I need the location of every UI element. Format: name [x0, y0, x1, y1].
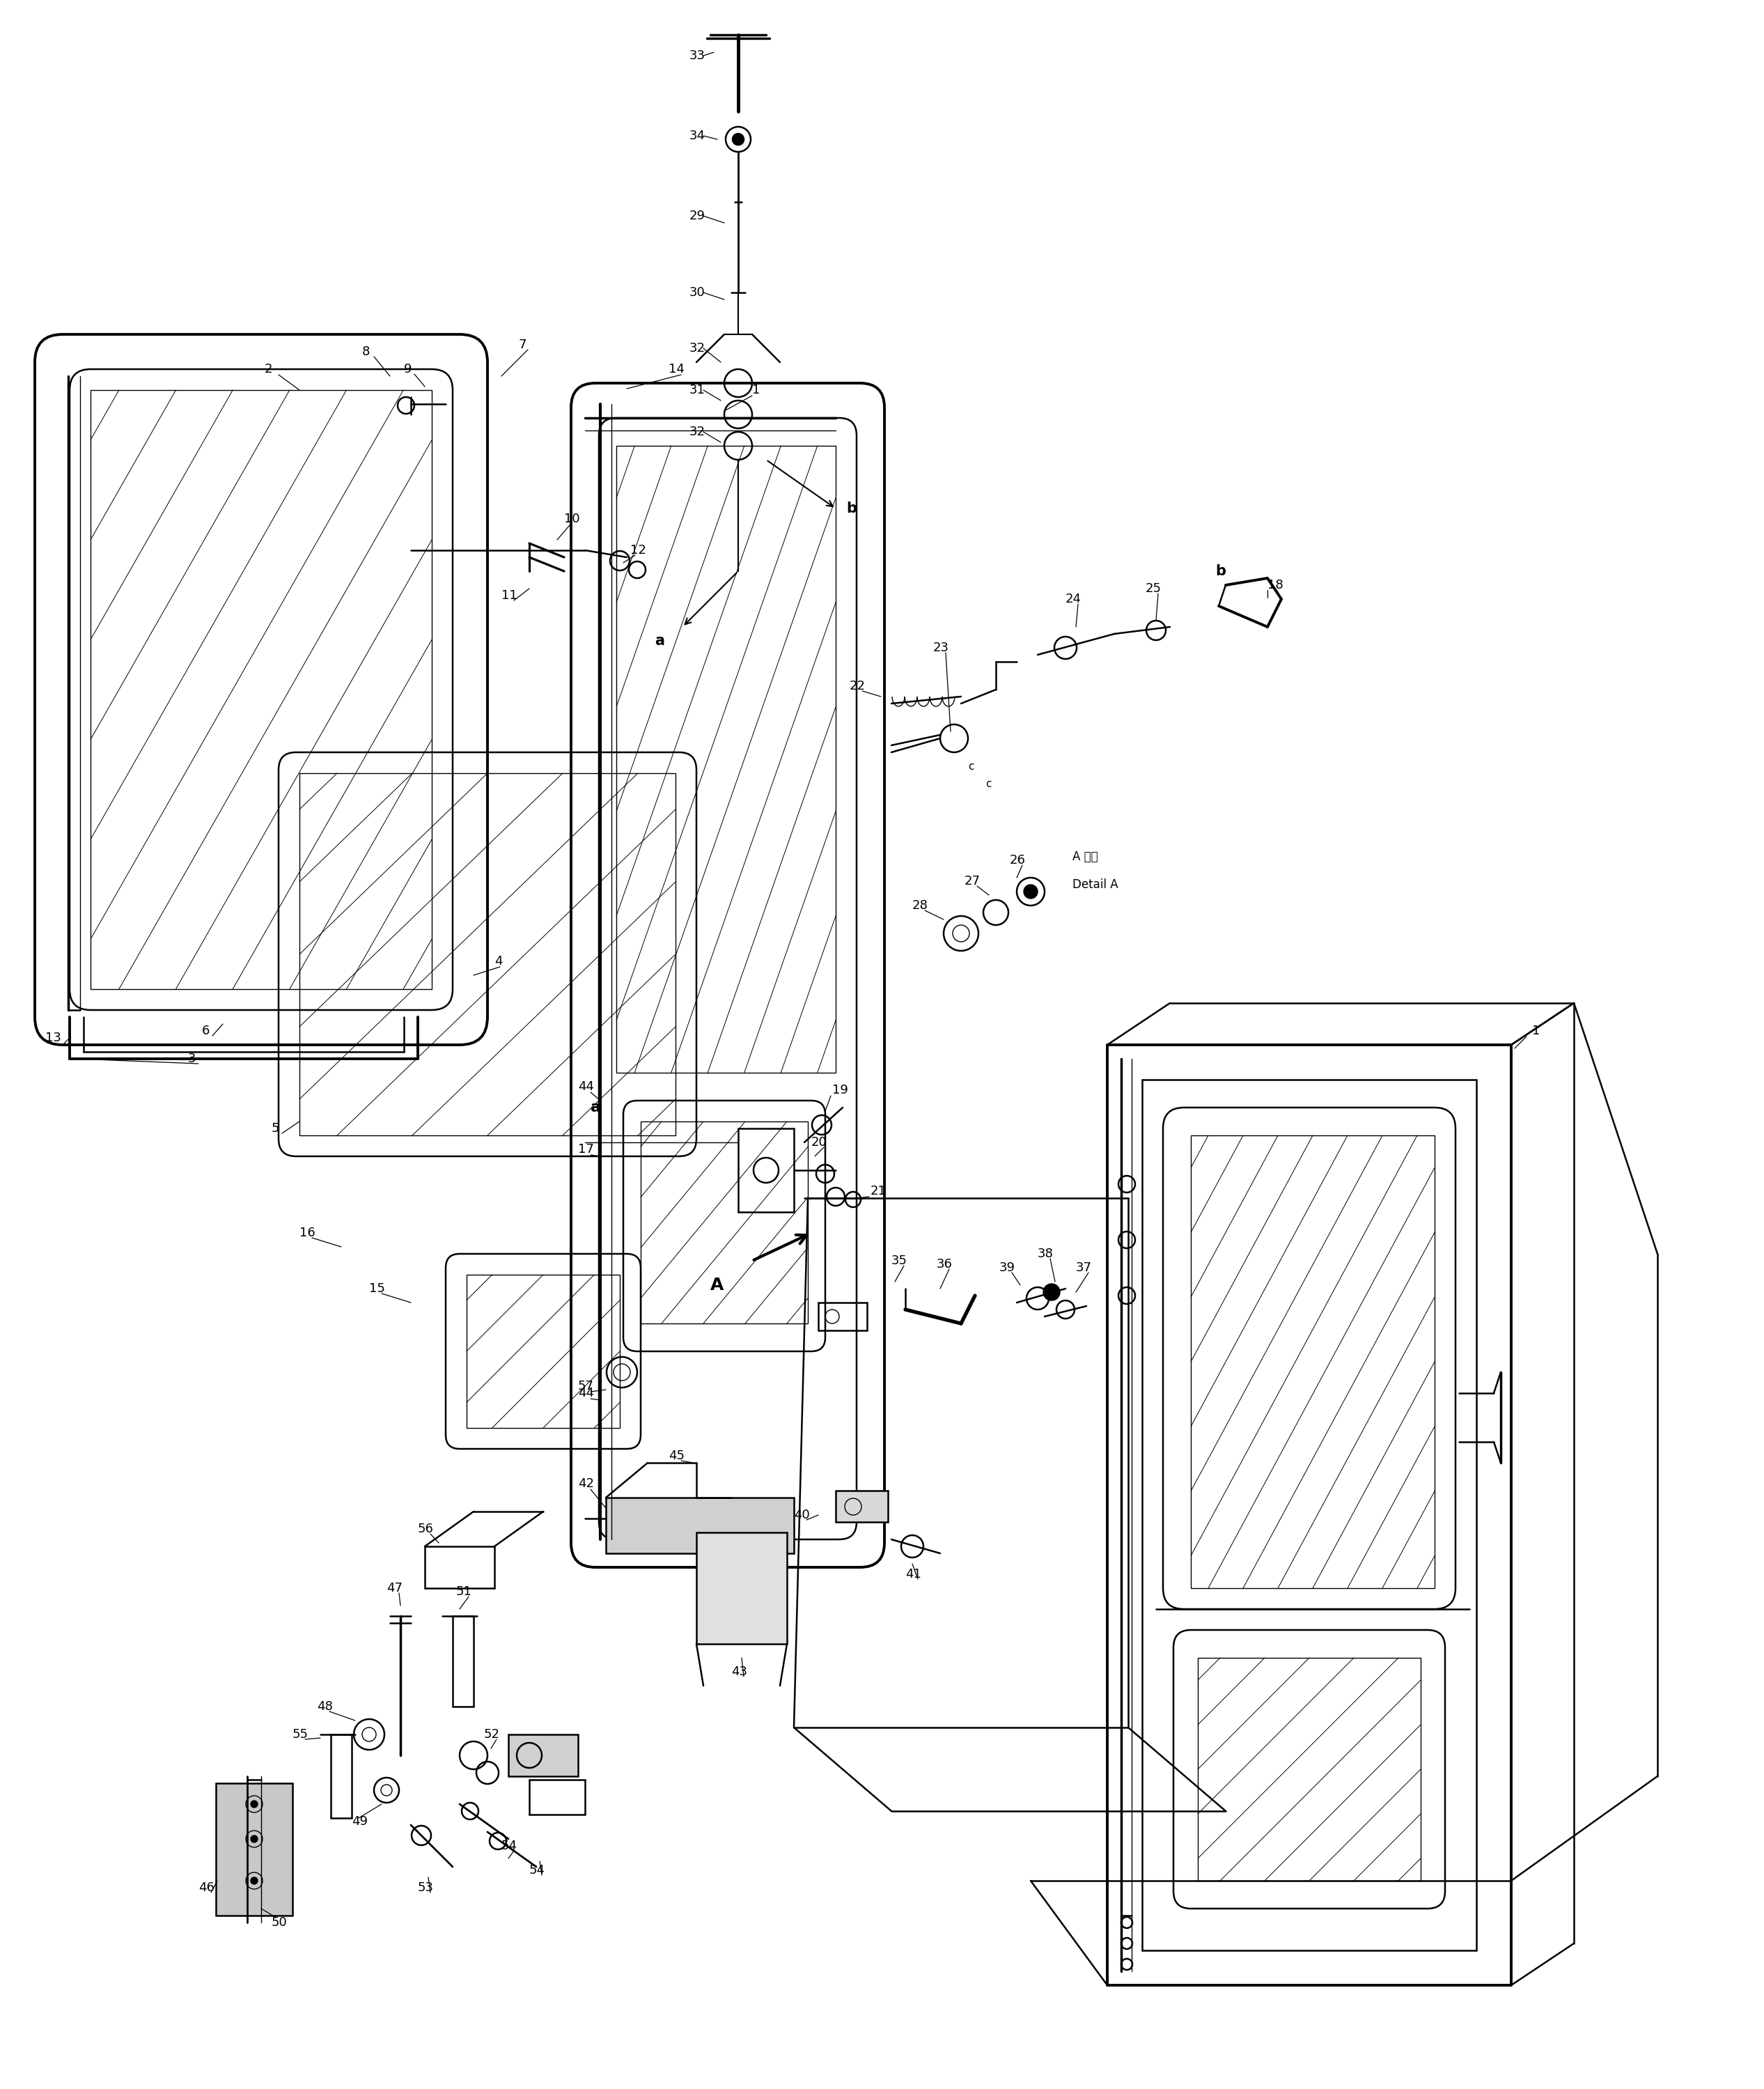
Text: 30: 30 [690, 286, 706, 299]
Text: 44: 44 [579, 1080, 594, 1093]
Text: 26: 26 [1009, 854, 1025, 867]
Text: 16: 16 [300, 1226, 316, 1239]
Text: 22: 22 [850, 679, 866, 691]
Circle shape [250, 1801, 258, 1807]
Circle shape [250, 1878, 258, 1884]
Text: 4: 4 [494, 955, 503, 967]
Bar [1198, 1659, 1420, 1880]
Text: 57: 57 [579, 1381, 594, 1393]
Text: 18: 18 [1268, 579, 1282, 591]
Text: 42: 42 [579, 1477, 594, 1489]
Text: 53: 53 [418, 1882, 434, 1895]
Text: 23: 23 [933, 641, 949, 654]
Bar [697, 1533, 787, 1644]
Text: 51: 51 [457, 1586, 473, 1598]
Text: 39: 39 [1000, 1262, 1016, 1274]
Text: 6: 6 [201, 1024, 210, 1036]
Text: 33: 33 [690, 50, 706, 63]
Text: 50: 50 [272, 1916, 288, 1928]
Text: 34: 34 [690, 130, 706, 142]
Text: b: b [1215, 564, 1226, 579]
Text: 52: 52 [483, 1728, 499, 1740]
Bar [300, 773, 676, 1136]
Text: 10: 10 [564, 512, 580, 524]
Text: 14: 14 [669, 363, 684, 376]
Text: 17: 17 [579, 1143, 594, 1155]
Text: 25: 25 [1145, 583, 1162, 595]
Bar [737, 1128, 794, 1212]
Text: b: b [847, 501, 857, 516]
Text: 24: 24 [1065, 593, 1081, 606]
Text: 37: 37 [1076, 1262, 1092, 1274]
Text: 43: 43 [732, 1665, 748, 1677]
Text: 21: 21 [870, 1184, 887, 1197]
Bar [90, 391, 432, 988]
Text: 28: 28 [912, 898, 928, 911]
Text: 46: 46 [199, 1882, 215, 1895]
Text: 31: 31 [690, 384, 706, 397]
Text: 5: 5 [272, 1122, 280, 1134]
Text: 1: 1 [1533, 1024, 1540, 1036]
Text: Detail A: Detail A [1073, 877, 1118, 890]
Text: 56: 56 [418, 1523, 434, 1535]
Text: 1: 1 [751, 384, 760, 397]
Text: 3: 3 [189, 1053, 196, 1065]
Text: 49: 49 [351, 1815, 367, 1828]
Text: 9: 9 [404, 363, 413, 376]
Bar [616, 445, 836, 1074]
Text: 47: 47 [386, 1581, 402, 1594]
Text: 32: 32 [690, 343, 706, 355]
Text: 36: 36 [937, 1258, 953, 1270]
Bar [836, 1492, 887, 1523]
Text: 7: 7 [519, 338, 527, 351]
Circle shape [250, 1836, 258, 1842]
Circle shape [1043, 1285, 1060, 1301]
Text: a: a [654, 633, 665, 648]
Text: c: c [968, 760, 974, 771]
Text: c: c [986, 779, 991, 790]
Text: 8: 8 [362, 345, 370, 357]
Circle shape [732, 134, 744, 144]
Text: 32: 32 [690, 426, 706, 439]
Text: 2: 2 [265, 363, 273, 376]
Text: 29: 29 [690, 209, 706, 221]
Text: 55: 55 [293, 1728, 309, 1740]
Text: 48: 48 [318, 1700, 333, 1713]
Text: 45: 45 [669, 1450, 684, 1462]
Bar [605, 1498, 794, 1554]
Circle shape [1023, 884, 1037, 898]
Text: 20: 20 [811, 1136, 827, 1149]
Text: A: A [711, 1276, 723, 1293]
Text: 13: 13 [46, 1032, 62, 1044]
Text: 41: 41 [905, 1569, 921, 1581]
Bar [818, 1304, 868, 1331]
Text: 11: 11 [501, 589, 517, 602]
Text: 15: 15 [369, 1283, 385, 1295]
Text: 19: 19 [833, 1084, 848, 1097]
Bar [332, 1734, 351, 1817]
Text: a: a [591, 1101, 602, 1116]
Bar [467, 1274, 619, 1429]
Bar [508, 1734, 579, 1776]
Text: 54: 54 [501, 1840, 517, 1853]
Text: 27: 27 [965, 875, 981, 888]
Bar [640, 1122, 808, 1324]
Bar [215, 1784, 293, 1916]
Text: 38: 38 [1037, 1247, 1053, 1260]
Text: 12: 12 [630, 543, 646, 556]
Text: A 詳細: A 詳細 [1073, 850, 1097, 863]
Text: 35: 35 [891, 1255, 907, 1268]
Text: 44: 44 [579, 1387, 594, 1400]
Bar [453, 1617, 473, 1707]
Bar [1191, 1136, 1434, 1588]
Bar [425, 1546, 494, 1588]
Text: 40: 40 [794, 1508, 810, 1521]
Text: 54: 54 [529, 1863, 545, 1876]
Bar [529, 1780, 586, 1815]
